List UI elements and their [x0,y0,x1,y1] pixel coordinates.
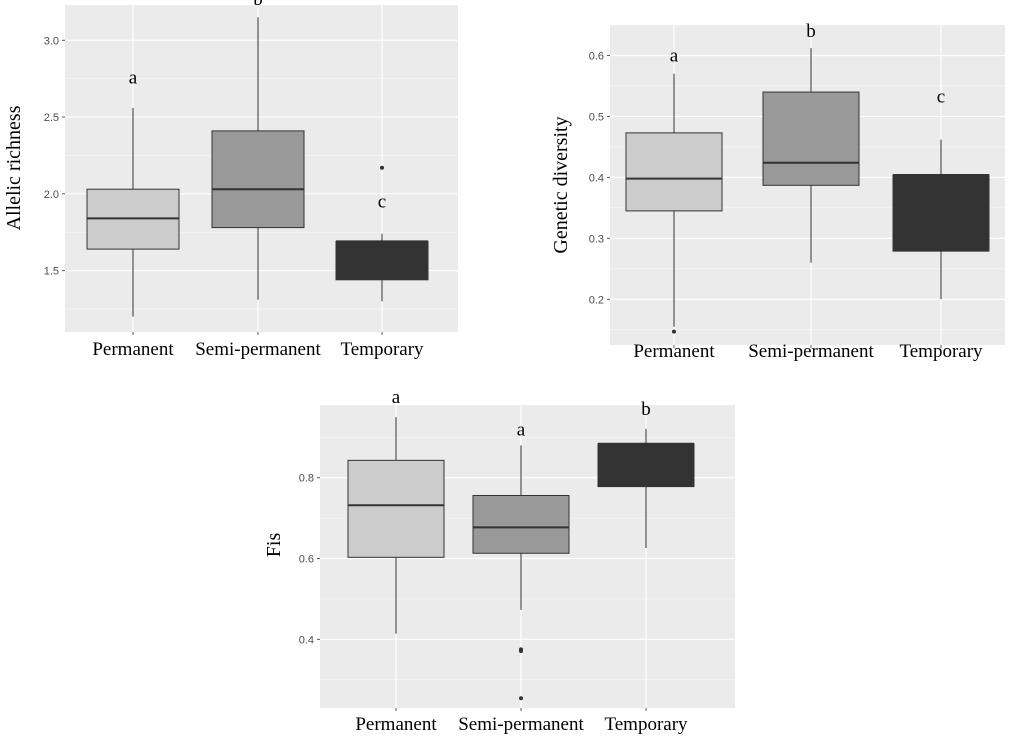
y-axis-title: Allelic richness [3,105,25,230]
box-temporary [335,165,429,302]
outlier-point [672,329,676,334]
box-body [472,494,570,554]
y-axis-title: Fis [263,533,285,558]
y-tick-label: 0.4 [299,634,314,646]
x-category-label: Temporary [340,339,424,360]
x-category-label: Semi-permanent [748,341,874,362]
y-tick-label: 2.5 [44,112,59,124]
significance-letter: b [806,21,816,42]
panel-2: 0.2 0.3 0.4 0.5 0.6 a b c Permanent Semi-permanen… [550,21,1005,362]
box-temporary [597,428,695,549]
box-body [211,130,305,229]
significance-letter: b [641,399,651,420]
box-semi-permanent [472,445,570,701]
significance-letter: c [378,192,386,213]
panel-1: 1.5 2.0 2.5 3.0 a b c Permanent Semi-permanent Te… [3,0,458,360]
significance-letter: a [517,419,526,440]
significance-letter: b [253,0,263,10]
box-semi-permanent [211,17,305,300]
box-body [762,91,860,186]
significance-letter: a [670,46,679,67]
box-temporary [892,139,990,300]
y-axis-title: Genetic diversity [550,116,572,253]
x-category-label: Permanent [92,339,174,360]
box-semi-permanent [762,48,860,263]
outlier-point [380,165,384,170]
panel-3: 0.4 0.6 0.8 a a b Permanent Semi-permanent Tempo… [263,387,735,735]
y-tick-label: 0.6 [299,554,314,566]
y-tick-label: 0.8 [299,473,314,485]
box-body [335,240,429,281]
y-tick-label: 3.0 [44,35,59,47]
box-body [597,443,695,488]
y-tick-label: 0.3 [589,233,604,245]
y-tick-label: 1.5 [44,266,59,278]
x-category-label: Temporary [604,714,688,735]
significance-letter: a [392,387,401,408]
box-permanent [625,73,723,334]
x-category-label: Semi-permanent [195,339,321,360]
y-tick-label: 0.2 [589,294,604,306]
x-category-label: Temporary [899,341,983,362]
box-body [347,459,445,558]
y-tick-label: 0.6 [589,50,604,62]
x-category-label: Permanent [355,714,437,735]
x-category-label: Semi-permanent [458,714,584,735]
box-body [625,132,723,212]
y-tick-label: 0.5 [589,111,604,123]
y-tick-label: 2.0 [44,189,59,201]
box-permanent [86,107,180,317]
y-tick-label: 0.4 [589,172,604,184]
x-category-label: Permanent [633,341,715,362]
outlier-point [519,649,523,654]
significance-letter: c [937,86,945,107]
outlier-point [519,696,523,701]
significance-letter: a [129,67,138,88]
box-permanent [347,417,445,634]
box-body [892,174,990,252]
